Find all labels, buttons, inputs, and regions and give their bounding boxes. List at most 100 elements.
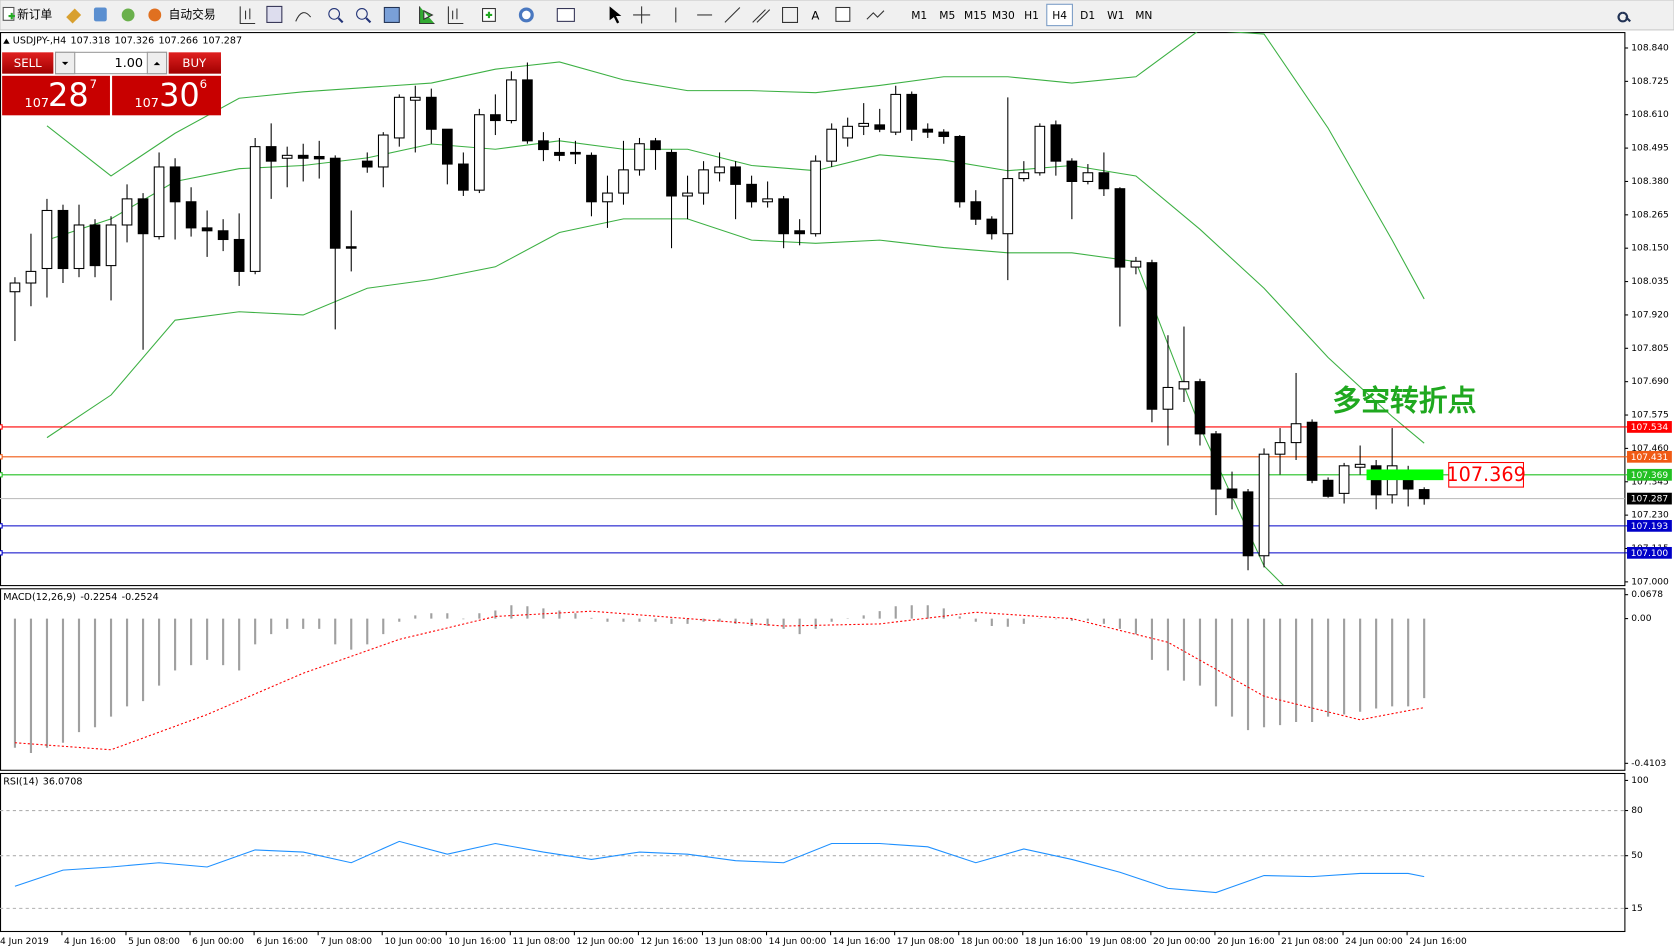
- candle-body: [1114, 188, 1126, 268]
- timeframe-bar: M1 M5 M15 M30 H1 H4 D1 W1 MN: [911, 3, 1152, 27]
- svg-text:A: A: [811, 9, 819, 23]
- candle-body: [217, 230, 229, 241]
- timeframe-button[interactable]: H1: [1024, 9, 1039, 22]
- new-order-button[interactable]: 新订单: [17, 7, 52, 21]
- sell-button[interactable]: [2, 52, 54, 74]
- candle-body: [602, 192, 613, 203]
- candle-body: [1290, 423, 1302, 444]
- auto-trading-button[interactable]: 自动交易: [169, 7, 216, 21]
- candle-body: [1258, 453, 1270, 557]
- y-tick-label: 108.035: [1631, 277, 1668, 287]
- x-tick-label: 10 Jun 00:00: [384, 937, 442, 947]
- price-callout: 107.369: [1446, 463, 1525, 486]
- x-tick-label: 4 Jun 2019: [0, 937, 49, 947]
- y-tick-label: 107.575: [1631, 411, 1668, 421]
- candle-body: [201, 227, 213, 232]
- x-tick-label: 17 Jun 08:00: [897, 937, 955, 947]
- candle-body: [249, 146, 261, 272]
- active-timeframe: [1046, 3, 1073, 27]
- x-tick-label: 6 Jun 16:00: [256, 937, 308, 947]
- x-tick-label: 10 Jun 16:00: [448, 937, 506, 947]
- low-value: 107.266: [158, 36, 198, 47]
- candle-body: [233, 238, 245, 272]
- candle-body: [890, 93, 902, 133]
- candle-body: [698, 169, 709, 194]
- ask-box[interactable]: [112, 75, 221, 116]
- price-tag: 107.193: [1631, 522, 1669, 532]
- timeframe-button[interactable]: M15: [964, 9, 987, 22]
- signal-value: -0.2524: [122, 592, 159, 603]
- x-tick-label: 21 Jun 08:00: [1281, 937, 1339, 947]
- candle-body: [137, 198, 149, 235]
- y-tick-label: 108.380: [1631, 177, 1669, 187]
- candle-body: [762, 198, 773, 203]
- candle-body: [9, 282, 21, 293]
- candle-body: [57, 209, 69, 270]
- ask-pips: 30: [159, 76, 200, 114]
- bid-box[interactable]: [2, 75, 110, 116]
- macd-header: MACD(12,26,9) -0.2254 -0.2524: [3, 592, 158, 603]
- rsi-line: [14, 840, 1425, 894]
- timeframe-button[interactable]: M30: [992, 9, 1015, 22]
- turning-point-marker: [1366, 469, 1444, 481]
- y-tick-label: 108.610: [1631, 110, 1669, 120]
- candle-body: [906, 93, 918, 130]
- candle-body: [297, 154, 309, 159]
- candle-body: [89, 224, 101, 267]
- candle-body: [345, 246, 357, 249]
- price-line-marker: [0, 454, 3, 460]
- y-tick-label: 50: [1631, 851, 1643, 861]
- macd-signal: [14, 610, 1425, 751]
- candle-body: [554, 151, 565, 156]
- candle-body: [377, 134, 389, 168]
- y-tick-label: 108.495: [1631, 144, 1668, 154]
- macd-plot: [13, 605, 1426, 753]
- timeframe-button[interactable]: MN: [1135, 9, 1152, 22]
- y-tick-label: 107.805: [1631, 344, 1668, 354]
- price-tag: 107.431: [1631, 453, 1668, 463]
- buy-button[interactable]: [168, 52, 221, 74]
- macd-title: MACD(12,26,9): [3, 592, 76, 603]
- x-tick-label: 14 Jun 16:00: [833, 937, 891, 947]
- close-value: 107.287: [202, 36, 242, 47]
- candle-body: [1418, 489, 1430, 500]
- candle-body: [73, 224, 85, 270]
- y-tick-label: 107.920: [1631, 310, 1669, 320]
- bid-big: 107: [25, 96, 49, 111]
- candle-body: [1130, 260, 1142, 268]
- candle-body: [1018, 172, 1030, 180]
- candle-body: [842, 125, 854, 139]
- candle-body: [169, 166, 181, 203]
- candle-body: [313, 155, 325, 160]
- timeframe-button[interactable]: D1: [1080, 9, 1095, 22]
- price-line-marker: [0, 550, 3, 556]
- panel-frames: [0, 32, 1626, 933]
- rsi-title: RSI(14): [3, 776, 38, 787]
- y-tick-label: 108.725: [1631, 77, 1668, 87]
- timeframe-button[interactable]: W1: [1107, 9, 1124, 22]
- candle-body: [970, 201, 982, 220]
- timeframe-button[interactable]: M1: [911, 9, 927, 22]
- candle-body: [105, 224, 117, 267]
- price-callout-box: [1448, 461, 1525, 488]
- candle-body: [1146, 262, 1158, 410]
- candle-body: [570, 151, 581, 155]
- price-plot: [0, 32, 1625, 586]
- price-line-marker: [0, 424, 3, 430]
- x-tick-label: 19 Jun 08:00: [1089, 937, 1147, 947]
- candle-body: [666, 151, 677, 197]
- y-tick-label: 108.265: [1631, 210, 1668, 220]
- candle-body: [441, 128, 453, 165]
- candle-body: [746, 183, 757, 203]
- bid-pips: 28: [48, 76, 89, 114]
- x-tick-label: 12 Jun 16:00: [641, 937, 699, 947]
- price-tag: 107.100: [1631, 549, 1669, 559]
- candle-body: [1274, 442, 1286, 455]
- timeframe-button[interactable]: M5: [939, 9, 955, 22]
- annotation: 多空转折点: [1332, 383, 1476, 417]
- collapse-arrow[interactable]: [3, 38, 10, 44]
- lot-value: 1.00: [115, 56, 144, 71]
- y-tick-label: 107.690: [1631, 377, 1669, 387]
- timeframe-button[interactable]: H4: [1052, 9, 1067, 22]
